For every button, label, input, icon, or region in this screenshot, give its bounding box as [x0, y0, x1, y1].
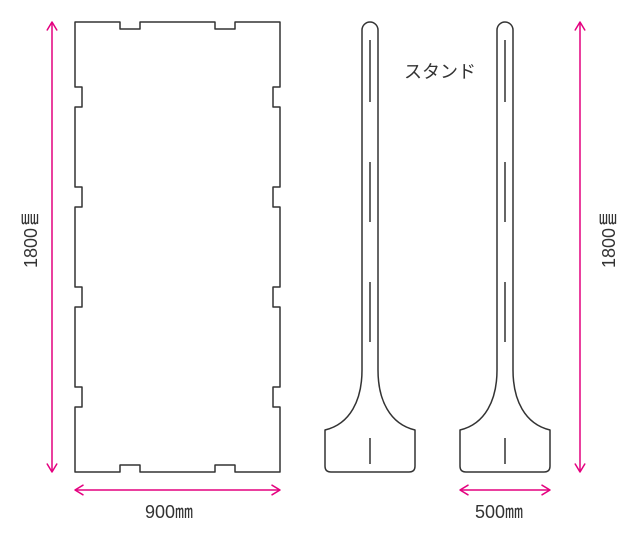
label-panel-height: 1800㎜ — [18, 210, 44, 268]
label-stand-width: 500㎜ — [475, 498, 523, 524]
panel-outline — [75, 22, 280, 472]
label-title: スタンド — [404, 58, 476, 84]
diagram-canvas: 1800㎜ 1800㎜ 900㎜ 500㎜ スタンド — [0, 0, 640, 540]
label-panel-width: 900㎜ — [145, 498, 193, 524]
label-stand-height: 1800㎜ — [596, 210, 622, 268]
diagram-svg — [0, 0, 640, 540]
